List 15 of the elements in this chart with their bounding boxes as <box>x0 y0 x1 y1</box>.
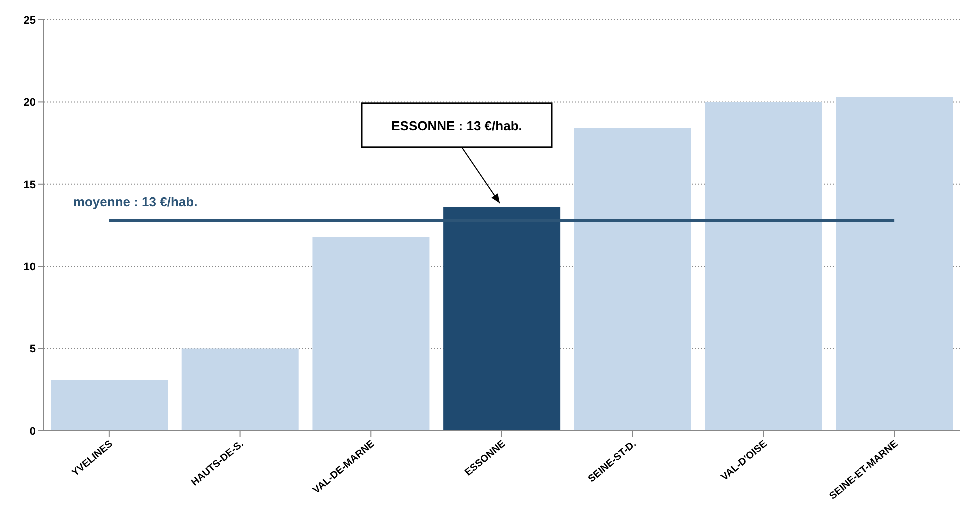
y-tick-label: 10 <box>24 262 36 274</box>
bar <box>51 380 168 431</box>
bar <box>182 348 299 431</box>
y-tick-label: 20 <box>24 97 36 110</box>
bar <box>705 102 822 431</box>
bar <box>312 237 430 431</box>
y-tick-label: 0 <box>30 426 36 438</box>
y-tick-label: 15 <box>24 179 36 192</box>
annotation: ESSONNE : 13 €/hab. <box>392 118 522 134</box>
ref-line-label: moyenne : 13 €/hab. <box>73 194 198 210</box>
bar <box>444 207 561 431</box>
bar <box>836 97 954 431</box>
bar <box>574 128 692 431</box>
y-tick-label: 25 <box>24 14 36 27</box>
y-tick-label: 5 <box>30 344 36 356</box>
